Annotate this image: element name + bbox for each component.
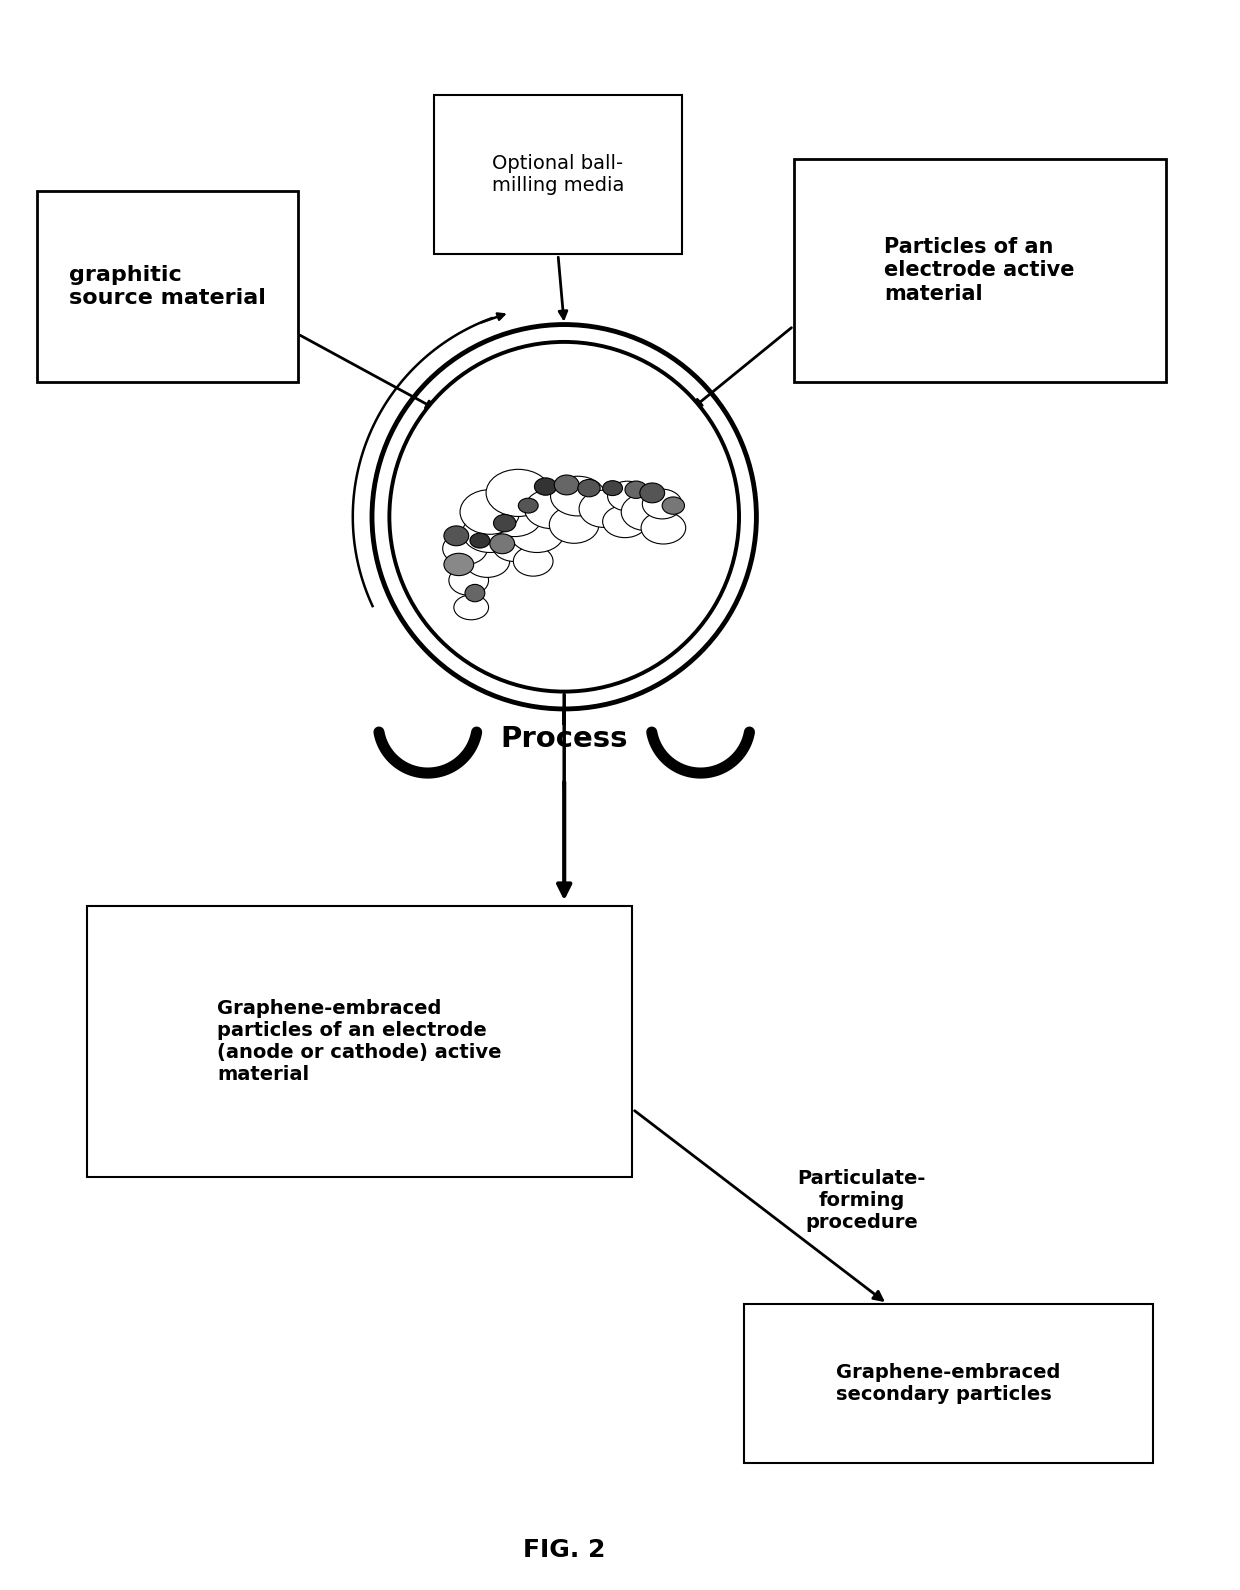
Text: graphitic
source material: graphitic source material: [69, 264, 265, 308]
Ellipse shape: [662, 498, 684, 514]
Ellipse shape: [486, 469, 551, 517]
Text: Optional ball-
milling media: Optional ball- milling media: [492, 154, 624, 196]
Ellipse shape: [525, 490, 579, 528]
Text: Particulate-
forming
procedure: Particulate- forming procedure: [797, 1169, 926, 1232]
FancyBboxPatch shape: [744, 1304, 1153, 1463]
Ellipse shape: [554, 475, 579, 494]
Ellipse shape: [490, 534, 515, 553]
Ellipse shape: [518, 498, 538, 514]
Ellipse shape: [642, 490, 682, 518]
Text: FIG. 2: FIG. 2: [523, 1538, 605, 1563]
Ellipse shape: [603, 506, 647, 537]
Ellipse shape: [640, 483, 665, 502]
Ellipse shape: [463, 514, 517, 552]
Ellipse shape: [494, 515, 516, 531]
Ellipse shape: [621, 493, 671, 531]
Ellipse shape: [513, 547, 553, 576]
Text: Graphene-embraced
secondary particles: Graphene-embraced secondary particles: [837, 1363, 1060, 1404]
Text: Graphene-embraced
particles of an electrode
(anode or cathode) active
material: Graphene-embraced particles of an electr…: [217, 999, 502, 1084]
Ellipse shape: [444, 526, 469, 545]
Ellipse shape: [608, 482, 647, 510]
Ellipse shape: [579, 490, 629, 528]
Ellipse shape: [641, 512, 686, 544]
Ellipse shape: [510, 514, 564, 552]
Ellipse shape: [549, 506, 599, 544]
Ellipse shape: [534, 479, 557, 494]
Ellipse shape: [389, 342, 739, 692]
FancyBboxPatch shape: [37, 191, 298, 382]
Ellipse shape: [470, 533, 490, 549]
Ellipse shape: [625, 482, 647, 498]
FancyBboxPatch shape: [87, 906, 632, 1177]
FancyBboxPatch shape: [434, 95, 682, 254]
Text: Particles of an
electrode active
material: Particles of an electrode active materia…: [884, 237, 1075, 304]
Ellipse shape: [449, 566, 489, 595]
Ellipse shape: [460, 490, 520, 534]
Ellipse shape: [603, 480, 622, 496]
Ellipse shape: [372, 324, 756, 709]
Text: Process: Process: [501, 725, 627, 754]
Ellipse shape: [443, 533, 487, 564]
Ellipse shape: [551, 477, 605, 515]
Ellipse shape: [444, 553, 474, 576]
Ellipse shape: [465, 545, 510, 577]
Ellipse shape: [465, 585, 485, 601]
Ellipse shape: [487, 498, 542, 536]
Ellipse shape: [492, 529, 537, 561]
Ellipse shape: [578, 480, 600, 496]
Ellipse shape: [454, 595, 489, 620]
FancyBboxPatch shape: [794, 159, 1166, 382]
